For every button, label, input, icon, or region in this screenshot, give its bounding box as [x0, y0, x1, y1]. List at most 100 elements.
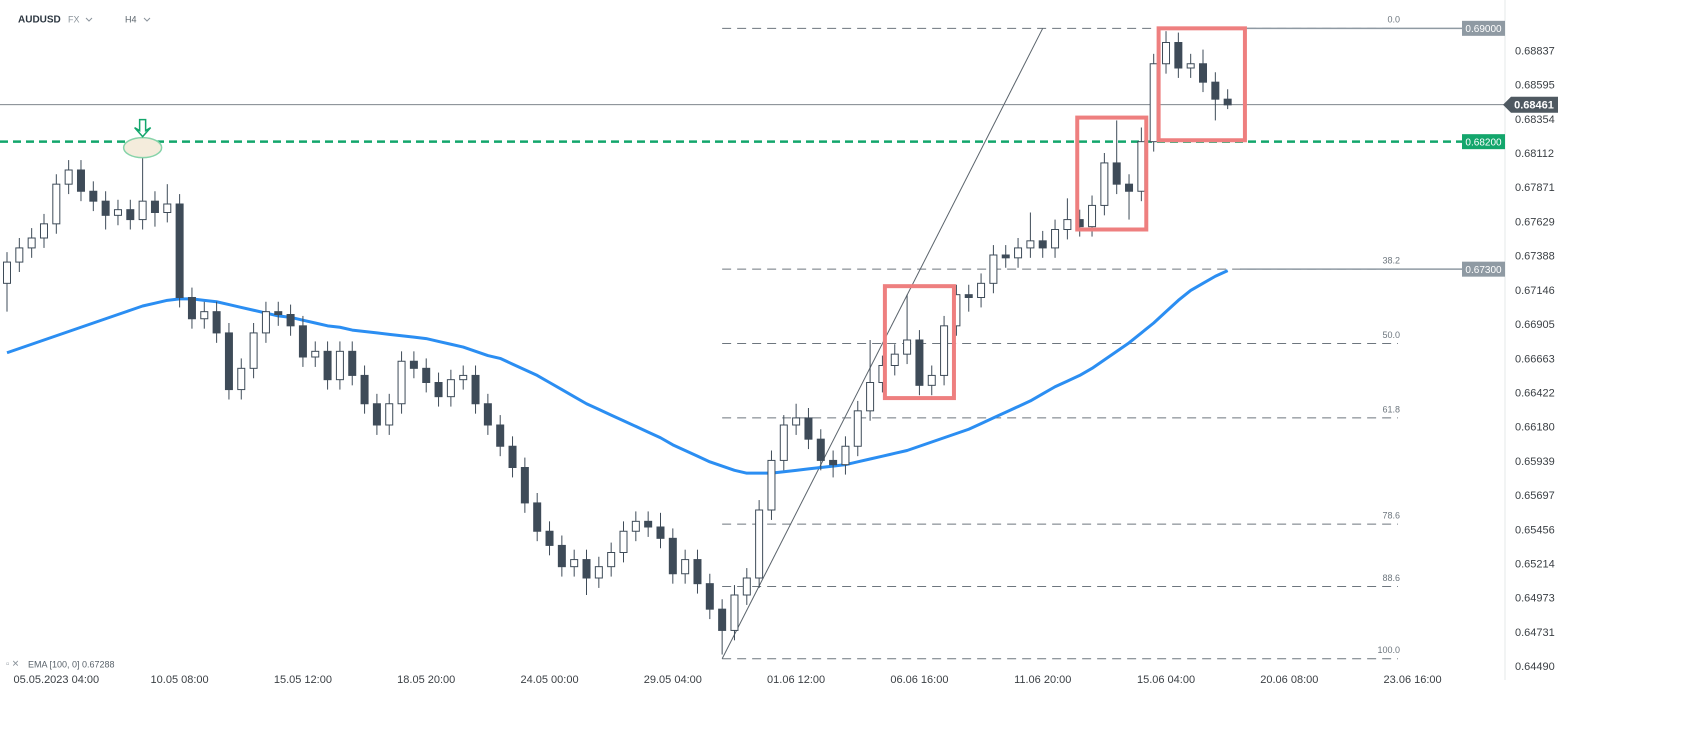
candle-body	[607, 552, 616, 568]
candle-body	[471, 374, 480, 405]
candle-body	[1001, 254, 1010, 259]
candle-body	[903, 339, 912, 355]
y-tick-label: 0.65939	[1515, 456, 1555, 468]
y-tick-label: 0.65214	[1515, 559, 1555, 571]
x-tick-label: 29.05 04:00	[644, 674, 702, 686]
x-tick-label: 24.05 00:00	[520, 674, 578, 686]
price-tag	[1462, 20, 1505, 36]
candle-body	[150, 200, 159, 214]
candle-body	[1112, 162, 1121, 185]
candle-body	[779, 424, 788, 461]
candle-body	[459, 374, 468, 381]
y-tick-label: 0.65456	[1515, 524, 1555, 536]
signal-marker	[122, 136, 163, 159]
x-tick-label: 05.05.2023 04:00	[13, 674, 99, 686]
candle-body	[594, 566, 603, 579]
x-tick-label: 15.05 12:00	[274, 674, 332, 686]
candle-body	[915, 339, 924, 386]
price-tag-label: 0.67300	[1465, 265, 1502, 276]
y-tick-label: 0.64731	[1515, 627, 1555, 639]
candle-body	[249, 332, 258, 369]
candle-body	[335, 350, 344, 381]
candle-body	[742, 577, 751, 596]
candle-body	[200, 311, 209, 320]
candle-body	[964, 294, 973, 298]
candle-body	[274, 311, 283, 315]
y-tick-label: 0.66905	[1515, 319, 1555, 331]
candle-body	[237, 367, 246, 391]
candle-body	[298, 325, 307, 358]
candle-body	[3, 261, 11, 284]
fib-level-label: 88.6	[1382, 573, 1400, 583]
candle-body	[890, 353, 899, 366]
candle-body	[570, 559, 579, 568]
candle-body	[39, 223, 48, 239]
candle-body	[385, 403, 394, 426]
candle-body	[27, 237, 36, 249]
y-tick-label: 0.66180	[1515, 422, 1555, 434]
x-tick-label: 11.06 20:00	[1014, 674, 1071, 686]
candle-body	[52, 183, 61, 225]
candle-body	[582, 559, 591, 579]
y-tick-label: 0.68354	[1515, 114, 1555, 126]
current-price-label: 0.68461	[1514, 100, 1554, 112]
candle-body	[409, 360, 418, 369]
candle-body	[631, 520, 640, 532]
candle-body	[718, 608, 727, 631]
indicator-icons[interactable]: ▫ ✕	[6, 658, 19, 668]
candle-body	[89, 190, 98, 202]
price-tag	[1462, 134, 1505, 150]
candle-body	[483, 403, 492, 426]
candle-body	[755, 509, 764, 579]
candle-body	[434, 382, 443, 398]
y-tick-label: 0.68112	[1515, 148, 1554, 160]
candle-body	[730, 594, 739, 631]
fib-level-label: 0.0	[1387, 15, 1400, 25]
x-tick-label: 23.06 16:00	[1384, 674, 1442, 686]
fib-level-label: 78.6	[1382, 511, 1400, 521]
candle-body	[138, 200, 147, 221]
candle-body	[977, 282, 986, 299]
candle-body	[261, 311, 270, 334]
candle-body	[767, 459, 776, 511]
candle-body	[1186, 63, 1195, 69]
candle-body	[1063, 219, 1072, 230]
signal-arrow	[134, 118, 152, 138]
timeframe[interactable]: H4	[125, 14, 137, 24]
x-tick-label: 01.06 12:00	[767, 674, 825, 686]
candle-body	[1038, 240, 1047, 249]
candle-body	[927, 374, 936, 386]
candle-body	[644, 520, 653, 528]
candle-body	[1223, 98, 1232, 106]
x-tick-label: 15.06 04:00	[1137, 674, 1195, 686]
candle-body	[853, 410, 862, 447]
x-tick-label: 10.05 08:00	[151, 674, 209, 686]
price-tag	[1462, 261, 1505, 277]
y-tick-label: 0.67629	[1515, 216, 1555, 228]
candle-body	[163, 203, 172, 213]
y-tick-label: 0.67388	[1515, 251, 1555, 263]
candle-body	[693, 559, 702, 585]
candle-body	[804, 417, 813, 440]
candle-body	[348, 350, 357, 376]
y-tick-label: 0.68837	[1515, 45, 1555, 57]
symbol[interactable]: AUDUSD	[18, 15, 61, 26]
market[interactable]: FX	[68, 14, 80, 24]
y-tick-label: 0.65697	[1515, 490, 1555, 502]
candle-body	[113, 209, 122, 216]
candle-body	[1211, 81, 1220, 100]
candle-body	[866, 382, 875, 412]
candle-body	[212, 311, 221, 334]
candle-body	[681, 559, 690, 575]
dropdown-icon[interactable]	[85, 17, 93, 22]
indicator-label[interactable]: EMA [100, 0] 0.67288	[28, 659, 115, 669]
dropdown-icon[interactable]	[143, 17, 151, 22]
candle-body	[829, 459, 838, 466]
candle-body	[1199, 63, 1208, 83]
price-tag-label: 0.68200	[1465, 137, 1502, 148]
fib-level-label: 100.0	[1377, 645, 1400, 655]
candle-body	[545, 530, 554, 546]
fib-level-label: 50.0	[1382, 330, 1400, 340]
